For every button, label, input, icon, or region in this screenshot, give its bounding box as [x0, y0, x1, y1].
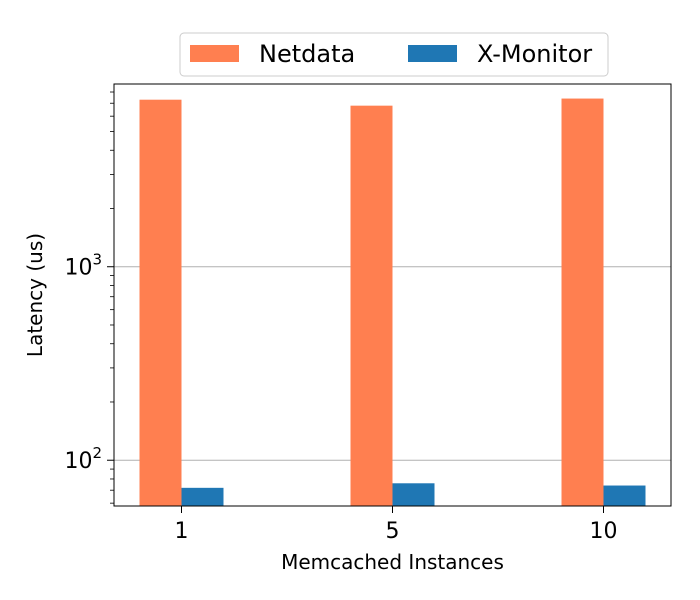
bar-netdata-10 [561, 98, 604, 507]
bar-x-monitor-5 [392, 483, 435, 506]
ticks: 102 103 1 5 10 [64, 91, 618, 544]
legend-swatch-netdata [190, 45, 239, 62]
x-tick-label: 5 [386, 519, 400, 544]
y-tick-label: 103 [64, 251, 102, 281]
x-axis-label: Memcached Instances [281, 550, 504, 574]
legend-label: Netdata [259, 40, 355, 68]
bar-netdata-5 [350, 105, 393, 507]
bar-x-monitor-10 [603, 485, 646, 506]
legend-swatch-x-monitor [408, 45, 457, 62]
legend: Netdata X-Monitor [179, 32, 609, 77]
y-tick-label: 102 [64, 444, 102, 474]
plot-frame [113, 83, 672, 507]
legend-label: X-Monitor [477, 40, 592, 68]
x-tick-label: 1 [175, 519, 189, 544]
bar-x-monitor-1 [181, 487, 224, 506]
bar-netdata-1 [139, 99, 182, 506]
y-axis-label: Latency (us) [23, 233, 47, 357]
x-tick-label: 10 [590, 519, 618, 544]
legend-box [179, 32, 609, 77]
bars [139, 98, 646, 507]
